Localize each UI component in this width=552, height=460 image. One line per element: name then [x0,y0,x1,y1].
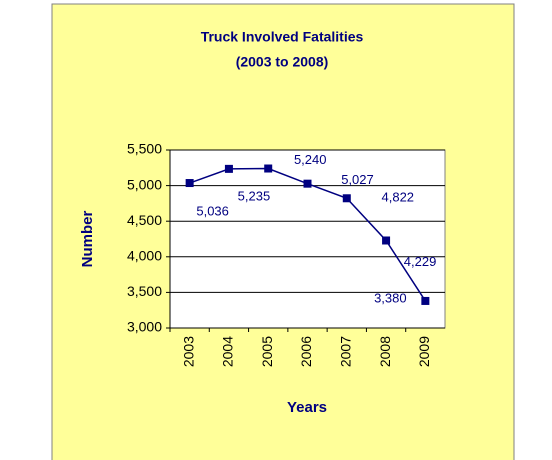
y-tick-label: 3,500 [127,283,162,299]
data-label: 4,229 [404,254,437,269]
data-label: 4,822 [382,190,415,205]
x-axis-label: Years [287,399,327,416]
data-label: 5,036 [196,203,229,218]
chart-title: Truck Involved Fatalities [201,29,364,45]
data-point [421,296,430,305]
data-point [224,164,233,173]
data-label: 3,380 [374,290,407,305]
x-tick-label: 2004 [220,336,236,367]
x-tick-label: 2009 [416,336,432,367]
chart-subtitle: (2003 to 2008) [236,54,329,70]
plot-area [169,149,446,329]
y-tick-label: 4,000 [127,248,162,264]
data-point [185,179,194,188]
x-tick-label: 2003 [180,336,196,367]
x-tick-label: 2007 [337,336,353,367]
y-tick-label: 5,500 [127,141,162,157]
x-tick-label: 2008 [377,336,393,367]
data-label: 5,240 [294,152,327,167]
data-point [382,236,391,245]
y-axis-label: Number [79,211,96,268]
y-tick-label: 3,000 [127,319,162,335]
y-tick-label: 4,500 [127,212,162,228]
data-point [264,164,273,173]
data-point [342,194,351,203]
data-label: 5,235 [238,188,271,203]
x-tick-label: 2005 [259,336,275,367]
x-tick-label: 2006 [298,336,314,367]
data-point [303,179,312,188]
y-tick-label: 5,000 [127,176,162,192]
data-label: 5,027 [341,172,374,187]
